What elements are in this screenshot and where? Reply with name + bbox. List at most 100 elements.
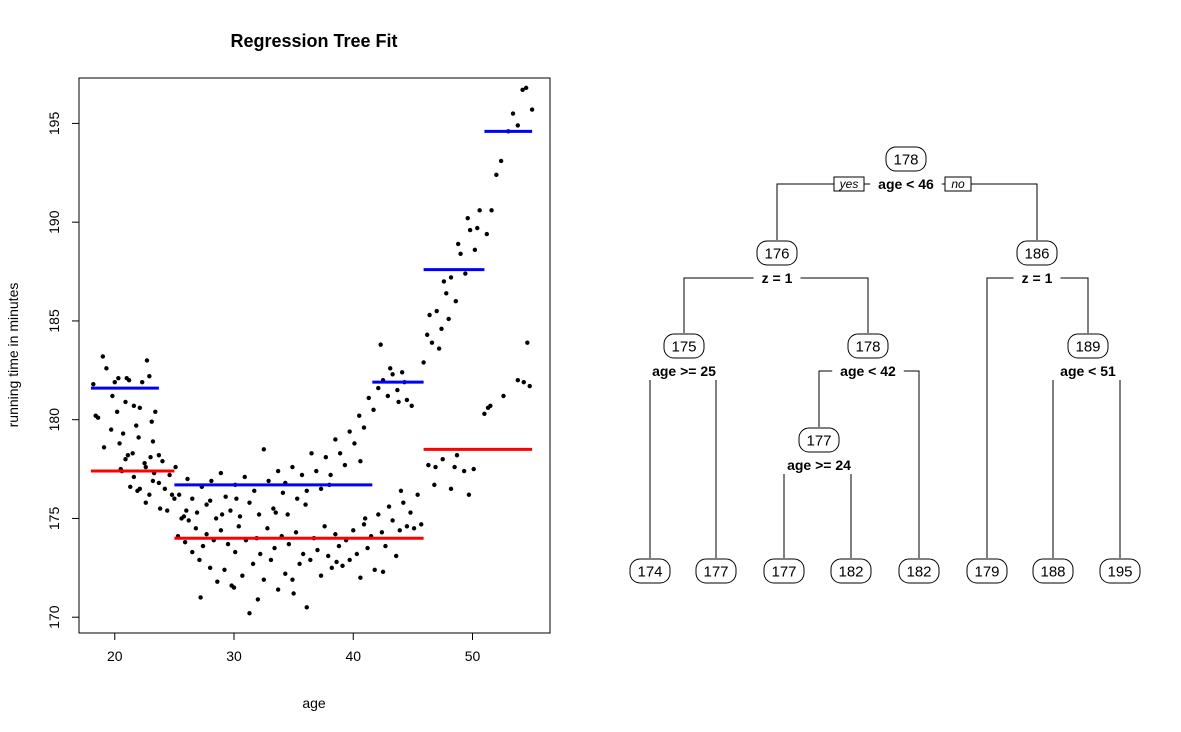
data-point bbox=[153, 409, 158, 414]
data-point bbox=[108, 427, 114, 432]
split-label-bg bbox=[832, 362, 904, 380]
data-point bbox=[255, 597, 261, 602]
data-point bbox=[160, 458, 165, 464]
data-point bbox=[444, 291, 449, 296]
data-point bbox=[336, 543, 342, 549]
branch-tag-box bbox=[833, 176, 865, 192]
data-point bbox=[304, 605, 309, 610]
data-point bbox=[314, 468, 319, 474]
data-point bbox=[143, 500, 148, 505]
data-point bbox=[181, 514, 187, 519]
data-point bbox=[318, 573, 324, 578]
y-axis-label: running time in minutes bbox=[5, 283, 21, 428]
data-point bbox=[280, 490, 286, 495]
data-point bbox=[162, 486, 168, 492]
data-point bbox=[293, 530, 299, 535]
data-point bbox=[91, 381, 96, 387]
data-point bbox=[149, 419, 154, 424]
data-point bbox=[452, 464, 457, 470]
data-point bbox=[358, 458, 363, 464]
data-point bbox=[297, 561, 302, 567]
y-tick-label: 195 bbox=[46, 112, 62, 136]
data-point bbox=[194, 510, 200, 515]
data-point bbox=[357, 413, 362, 418]
data-point bbox=[376, 385, 381, 391]
data-point bbox=[380, 569, 386, 574]
data-point bbox=[376, 512, 381, 517]
data-point bbox=[100, 354, 106, 359]
data-point bbox=[432, 482, 437, 488]
data-point bbox=[371, 407, 376, 413]
split-node: 177 age >= 24 bbox=[779, 427, 859, 474]
data-point bbox=[272, 545, 277, 551]
data-point bbox=[135, 488, 140, 493]
data-point bbox=[120, 431, 126, 436]
data-point bbox=[209, 478, 214, 484]
data-point bbox=[421, 360, 426, 365]
node-value: 182 bbox=[838, 564, 863, 581]
data-point bbox=[436, 346, 442, 351]
data-point bbox=[429, 340, 435, 345]
data-point bbox=[190, 496, 195, 501]
node-box bbox=[763, 558, 805, 584]
tree-branch bbox=[783, 464, 852, 558]
data-point bbox=[167, 472, 172, 478]
node-value: 178 bbox=[893, 152, 918, 169]
data-point bbox=[285, 512, 290, 517]
data-point bbox=[156, 453, 162, 458]
data-point bbox=[147, 374, 152, 379]
x-tick-label: 20 bbox=[107, 648, 123, 664]
data-point bbox=[409, 403, 414, 409]
branch-tag-no: no bbox=[951, 177, 965, 191]
data-point bbox=[165, 508, 170, 513]
data-point bbox=[247, 500, 252, 505]
node-box bbox=[756, 240, 798, 266]
data-point bbox=[308, 557, 313, 563]
split-node: 175 age >= 25 bbox=[644, 333, 724, 380]
fit-segments bbox=[90, 129, 533, 540]
y-axis: 170 175 180 185 190 195 bbox=[46, 112, 79, 629]
data-point bbox=[271, 506, 276, 511]
data-point bbox=[529, 107, 535, 112]
x-tick-label: 30 bbox=[226, 648, 242, 664]
data-point bbox=[458, 251, 463, 256]
node-value: 178 bbox=[855, 339, 880, 356]
data-point bbox=[268, 557, 274, 563]
leaf-node: 182 bbox=[898, 558, 940, 584]
data-point bbox=[114, 409, 120, 414]
data-point bbox=[315, 547, 320, 553]
y-tick-label: 180 bbox=[46, 408, 62, 432]
data-point bbox=[396, 399, 401, 405]
data-point bbox=[123, 399, 128, 405]
data-point bbox=[275, 468, 281, 474]
node-box bbox=[1016, 240, 1058, 266]
data-point bbox=[156, 480, 162, 486]
data-point bbox=[465, 216, 470, 221]
data-point bbox=[233, 549, 238, 555]
data-point bbox=[236, 524, 241, 529]
data-point bbox=[372, 567, 377, 572]
data-point bbox=[200, 543, 206, 549]
data-point bbox=[252, 488, 257, 493]
data-point bbox=[333, 532, 338, 537]
y-tick-label: 185 bbox=[46, 309, 62, 333]
data-point bbox=[247, 611, 252, 616]
data-point bbox=[525, 340, 530, 345]
split-label-bg bbox=[1013, 269, 1061, 287]
split-label-bg bbox=[644, 362, 724, 380]
data-point bbox=[117, 441, 122, 446]
tree-branch bbox=[1052, 370, 1121, 558]
data-point bbox=[256, 512, 262, 517]
scatter-points bbox=[91, 85, 535, 616]
data-point bbox=[352, 441, 357, 446]
data-point bbox=[131, 403, 137, 409]
data-point bbox=[385, 393, 391, 399]
node-box bbox=[1067, 333, 1109, 359]
data-point bbox=[399, 370, 405, 375]
node-box bbox=[798, 427, 840, 453]
data-point bbox=[515, 377, 521, 383]
data-point bbox=[455, 241, 461, 247]
data-point bbox=[379, 530, 385, 535]
data-point bbox=[215, 579, 220, 584]
node-value: 188 bbox=[1040, 564, 1065, 581]
